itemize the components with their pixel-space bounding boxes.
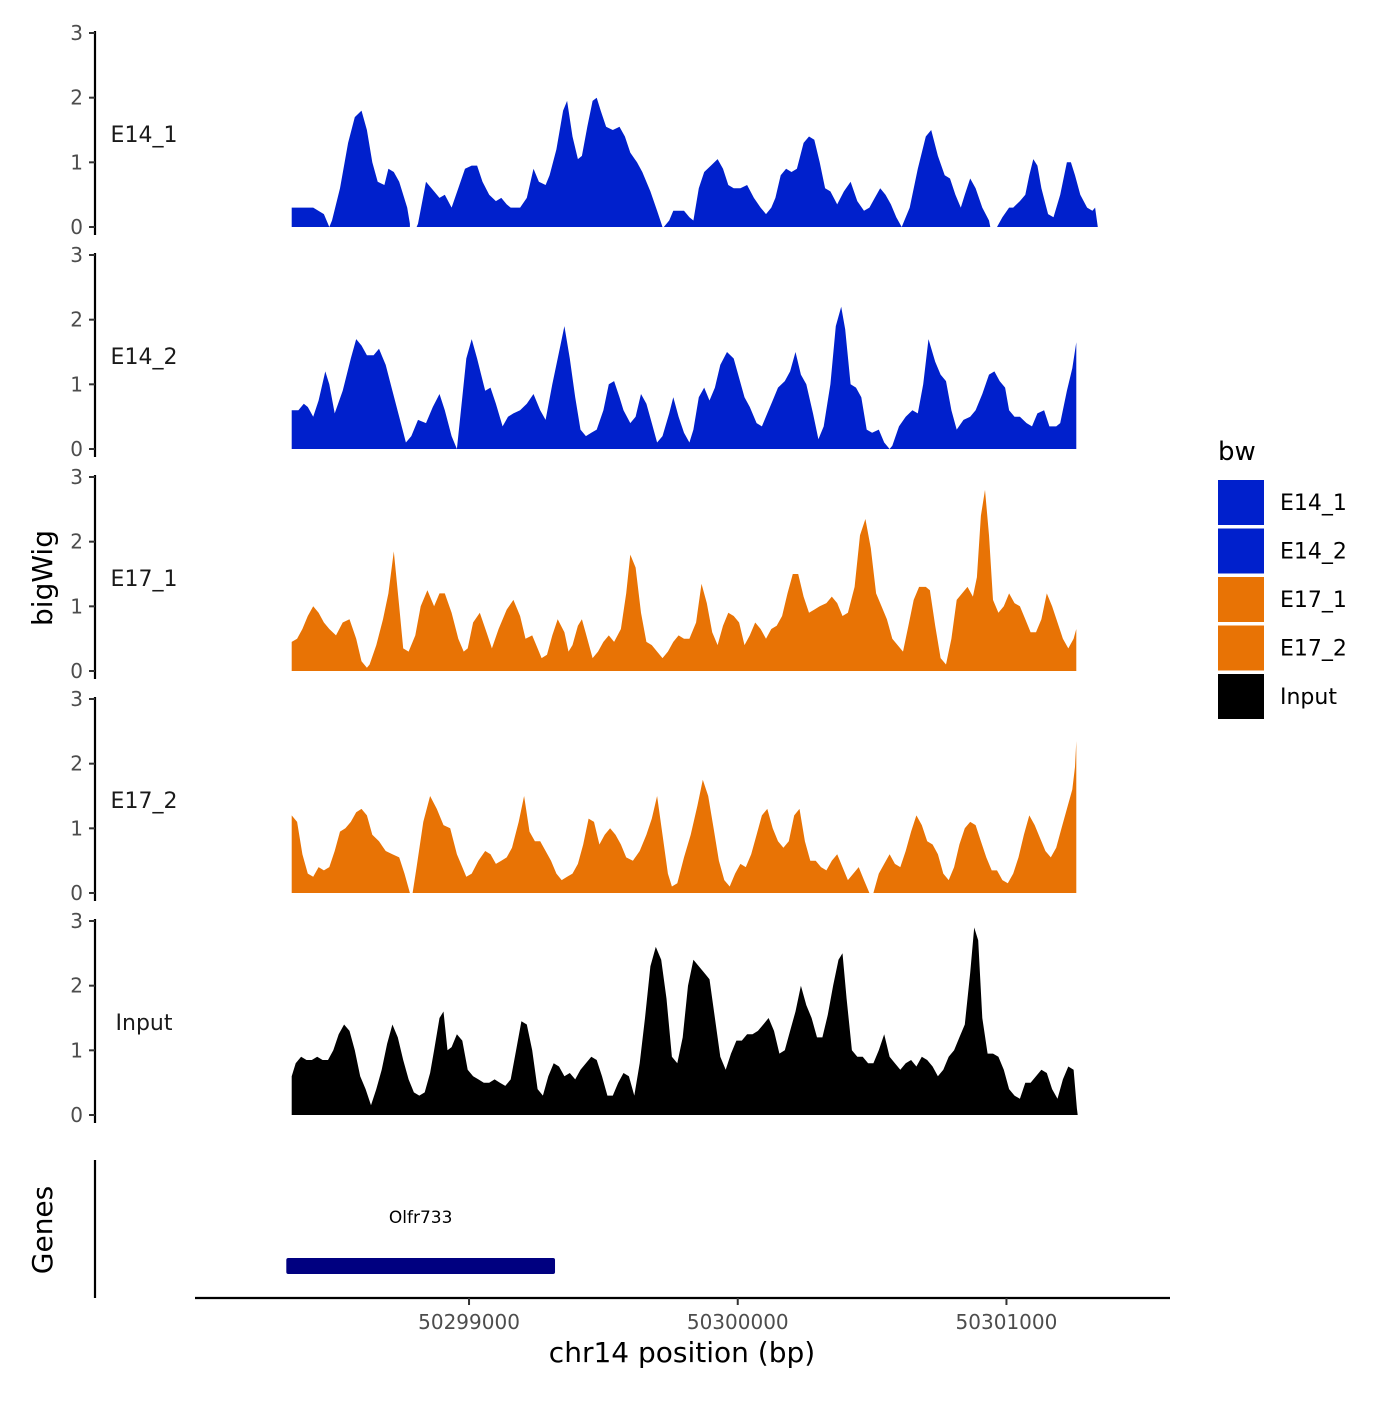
y-axis-title: bigWig — [26, 530, 59, 626]
legend-swatch-E14_2 — [1218, 528, 1264, 574]
track-label-E17_2: E17_2 — [111, 789, 178, 814]
track-E17_1: 0 1 2 3 E17_1 — [70, 465, 1077, 683]
legend-swatch-E14_1 — [1218, 480, 1264, 525]
x-tick-label: 50301000 — [956, 1310, 1058, 1334]
signal-area-Input — [291, 927, 1078, 1115]
legend-label-Input: Input — [1280, 685, 1337, 710]
signal-area-E17_2 — [291, 741, 1077, 893]
y-tick-label: 1 — [70, 372, 83, 396]
gene-body-Olfr733 — [286, 1258, 556, 1274]
x-tick-label: 50300000 — [687, 1310, 789, 1334]
y-tick-label: 2 — [70, 308, 83, 332]
y-tick-label: 3 — [70, 465, 83, 489]
y-tick-label: 3 — [70, 243, 83, 267]
y-tick-label: 0 — [70, 881, 83, 905]
legend-swatch-E17_2 — [1218, 625, 1264, 671]
x-axis: 50299000 50300000 50301000 — [195, 1296, 1170, 1334]
legend: bw E14_1 E14_2 E17_1 E17_2 Input — [1218, 437, 1347, 719]
y-tick-label: 2 — [70, 752, 83, 776]
x-tick-label: 50299000 — [418, 1310, 520, 1334]
tracks-layer: 0 1 2 3 E14_1 0 1 2 3 E14_2 0 1 2 3 E17_1 0 1 2 3 E17_2 0 1 2 3… — [70, 21, 1100, 1127]
y-tick-label: 1 — [70, 594, 83, 618]
y-tick-label: 2 — [70, 530, 83, 554]
y-tick-label: 2 — [70, 974, 83, 998]
gene-label-Olfr733: Olfr733 — [389, 1208, 453, 1228]
y-tick-label: 3 — [70, 909, 83, 933]
y-tick-label: 0 — [70, 659, 83, 683]
genes-axis-title: Genes — [26, 1186, 59, 1274]
track-label-E17_1: E17_1 — [111, 567, 178, 592]
legend-label-E17_2: E17_2 — [1280, 637, 1347, 662]
legend-label-E17_1: E17_1 — [1280, 588, 1347, 613]
track-E14_1: 0 1 2 3 E14_1 — [70, 21, 1100, 239]
y-tick-label: 0 — [70, 215, 83, 239]
track-Input: 0 1 2 3 Input — [70, 909, 1078, 1127]
y-tick-label: 2 — [70, 86, 83, 110]
legend-label-E14_2: E14_2 — [1280, 540, 1347, 565]
track-E14_2: 0 1 2 3 E14_2 — [70, 243, 1077, 461]
x-axis-title: chr14 position (bp) — [549, 1336, 815, 1369]
signal-area-E14_2 — [291, 306, 1077, 449]
genes-track: Olfr733 — [93, 1160, 556, 1298]
y-tick-label: 1 — [70, 150, 83, 174]
track-label-Input: Input — [116, 1011, 173, 1036]
track-label-E14_2: E14_2 — [111, 345, 178, 370]
signal-area-E17_1 — [291, 489, 1077, 671]
track-label-E14_1: E14_1 — [111, 123, 178, 148]
y-tick-label: 0 — [70, 437, 83, 461]
track-E17_2: 0 1 2 3 E17_2 — [70, 687, 1077, 905]
legend-swatch-Input — [1218, 674, 1264, 719]
legend-title: bw — [1218, 437, 1256, 467]
y-tick-label: 1 — [70, 816, 83, 840]
legend-label-E14_1: E14_1 — [1280, 491, 1347, 516]
signal-area-E14_1 — [291, 97, 1100, 227]
y-tick-label: 3 — [70, 21, 83, 45]
y-tick-label: 3 — [70, 687, 83, 711]
legend-swatch-E17_1 — [1218, 577, 1264, 622]
y-tick-label: 1 — [70, 1038, 83, 1062]
y-tick-label: 0 — [70, 1103, 83, 1127]
